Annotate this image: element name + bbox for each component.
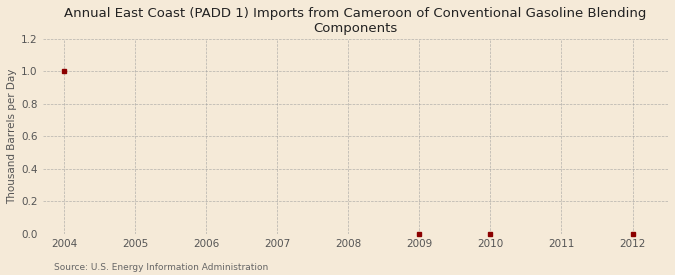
Text: Source: U.S. Energy Information Administration: Source: U.S. Energy Information Administ…	[54, 263, 268, 272]
Y-axis label: Thousand Barrels per Day: Thousand Barrels per Day	[7, 69, 17, 204]
Title: Annual East Coast (PADD 1) Imports from Cameroon of Conventional Gasoline Blendi: Annual East Coast (PADD 1) Imports from …	[64, 7, 647, 35]
